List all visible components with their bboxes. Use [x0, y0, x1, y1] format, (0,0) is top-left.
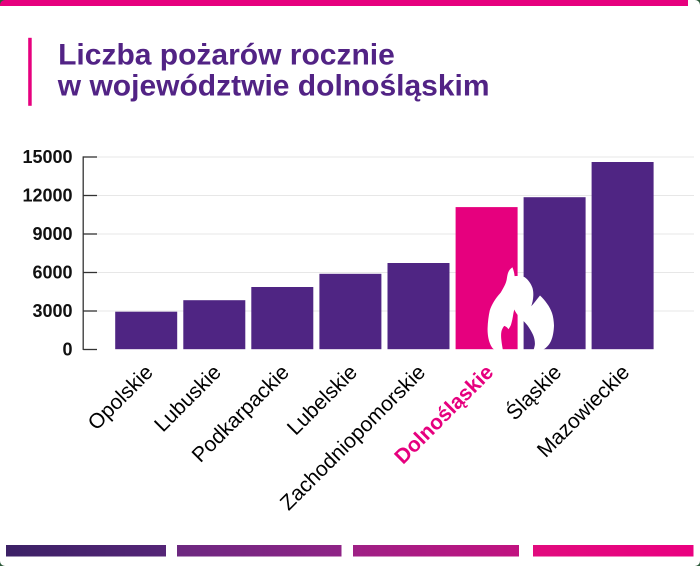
svg-text:12000: 12000	[22, 185, 72, 205]
svg-text:Śląskie: Śląskie	[501, 360, 566, 425]
svg-text:6000: 6000	[32, 262, 72, 282]
svg-text:9000: 9000	[32, 224, 72, 244]
svg-text:0: 0	[62, 339, 72, 359]
svg-text:Opolskie: Opolskie	[84, 361, 158, 435]
svg-text:15000: 15000	[22, 147, 72, 167]
svg-text:Liczba pożarów rocznie: Liczba pożarów rocznie	[58, 39, 395, 72]
svg-text:w województwie dolnośląskim: w województwie dolnośląskim	[57, 70, 490, 103]
svg-text:3000: 3000	[32, 301, 72, 321]
